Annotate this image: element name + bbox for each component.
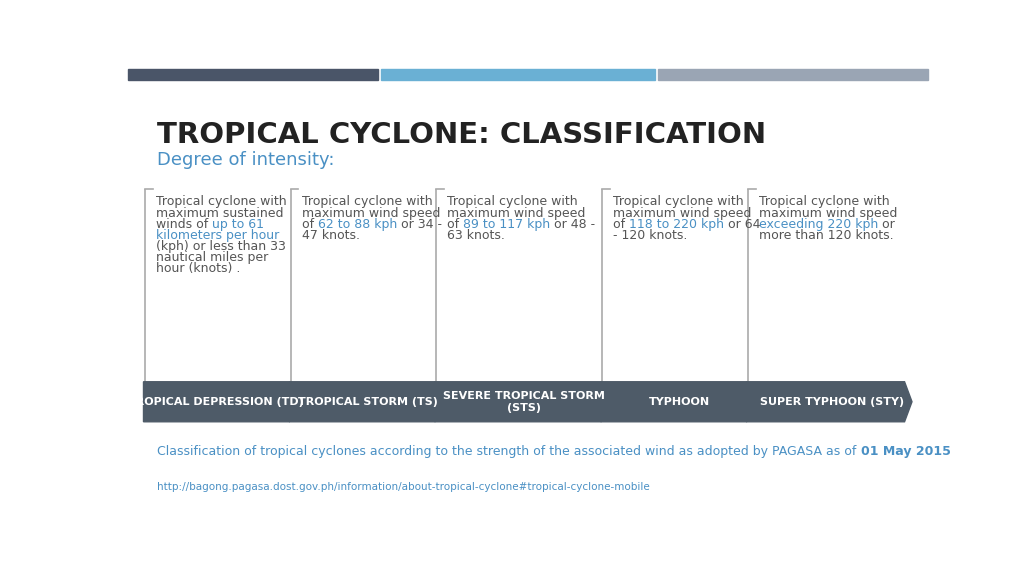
- Text: SUPER TYPHOON (STY): SUPER TYPHOON (STY): [760, 397, 904, 407]
- Text: Tropical cyclone with: Tropical cyclone with: [613, 195, 743, 209]
- Bar: [381, 69, 655, 80]
- Text: of: of: [301, 218, 317, 231]
- Text: 01 May 2015: 01 May 2015: [861, 445, 950, 458]
- Text: 118 to 220 kph: 118 to 220 kph: [630, 218, 724, 231]
- Text: Tropical cyclone with: Tropical cyclone with: [759, 195, 890, 209]
- Text: or 34 -: or 34 -: [397, 218, 442, 231]
- Polygon shape: [289, 382, 447, 422]
- Text: TROPICAL CYCLONE: CLASSIFICATION: TROPICAL CYCLONE: CLASSIFICATION: [158, 122, 767, 150]
- Polygon shape: [746, 382, 912, 422]
- Text: TYPHOON: TYPHOON: [649, 397, 711, 407]
- Text: 47 knots.: 47 knots.: [301, 229, 359, 242]
- Text: - 120 knots.: - 120 knots.: [613, 229, 688, 242]
- Text: more than 120 knots.: more than 120 knots.: [759, 229, 894, 242]
- Text: or: or: [879, 218, 895, 231]
- Text: SEVERE TROPICAL STORM
(STS): SEVERE TROPICAL STORM (STS): [443, 391, 605, 412]
- Text: Tropical cyclone with: Tropical cyclone with: [301, 195, 432, 209]
- Text: maximum wind speed: maximum wind speed: [613, 207, 752, 219]
- Text: winds of: winds of: [156, 218, 212, 231]
- Bar: [658, 69, 928, 80]
- Text: kilometers per hour: kilometers per hour: [156, 229, 280, 242]
- Text: maximum wind speed: maximum wind speed: [301, 207, 440, 219]
- Text: of: of: [613, 218, 630, 231]
- Text: TROPICAL STORM (TS): TROPICAL STORM (TS): [298, 397, 438, 407]
- Text: or 48 -: or 48 -: [551, 218, 596, 231]
- Text: 63 knots.: 63 knots.: [447, 229, 505, 242]
- Text: exceeding 220 kph: exceeding 220 kph: [759, 218, 879, 231]
- Text: maximum wind speed: maximum wind speed: [759, 207, 897, 219]
- Text: (kph) or less than 33: (kph) or less than 33: [156, 240, 286, 253]
- Text: maximum sustained: maximum sustained: [156, 207, 284, 219]
- Text: or 64: or 64: [724, 218, 761, 231]
- Text: TROPICAL DEPRESSION (TD): TROPICAL DEPRESSION (TD): [128, 397, 304, 407]
- Text: 89 to 117 kph: 89 to 117 kph: [463, 218, 551, 231]
- Text: maximum wind speed: maximum wind speed: [447, 207, 586, 219]
- Polygon shape: [435, 382, 613, 422]
- Text: of: of: [447, 218, 463, 231]
- Text: up to 61: up to 61: [212, 218, 264, 231]
- Polygon shape: [143, 382, 301, 422]
- Text: 62 to 88 kph: 62 to 88 kph: [317, 218, 397, 231]
- Polygon shape: [601, 382, 759, 422]
- Text: Degree of intensity:: Degree of intensity:: [158, 151, 335, 169]
- Text: Tropical cyclone with: Tropical cyclone with: [447, 195, 578, 209]
- Bar: [128, 69, 378, 80]
- Text: nautical miles per: nautical miles per: [156, 251, 268, 264]
- Text: Tropical cyclone with: Tropical cyclone with: [156, 195, 287, 209]
- Text: hour (knots) .: hour (knots) .: [156, 263, 241, 275]
- Text: Classification of tropical cyclones according to the strength of the associated : Classification of tropical cyclones acco…: [158, 445, 861, 458]
- Text: http://bagong.pagasa.dost.gov.ph/information/about-tropical-cyclone#tropical-cyc: http://bagong.pagasa.dost.gov.ph/informa…: [158, 482, 650, 492]
